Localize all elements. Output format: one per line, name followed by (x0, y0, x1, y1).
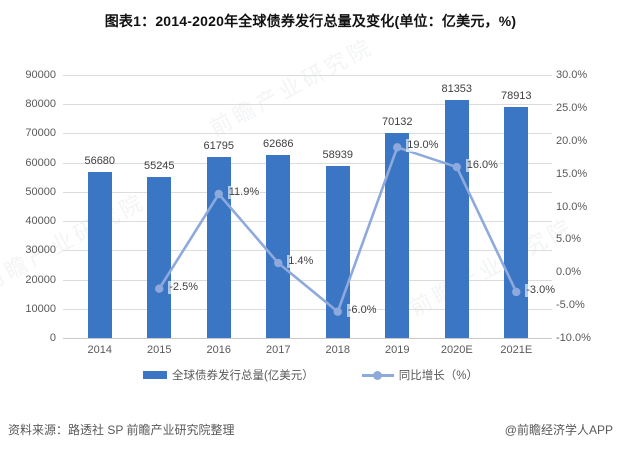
bar-2021E (504, 107, 529, 338)
legend-label-line-series: 同比增长（%） (398, 370, 479, 382)
gridline (63, 221, 552, 223)
bar-value-label: 61795 (203, 140, 235, 153)
bar-value-label: 81353 (441, 83, 473, 96)
bar-value-label: 56680 (84, 155, 116, 168)
x-axis-tick-label: 2021E (500, 344, 533, 356)
gridline (63, 279, 552, 281)
right-axis-tick-label: 25.0% (556, 101, 588, 114)
gridline (63, 133, 552, 135)
bar-2020E (444, 100, 469, 338)
x-axis-tick-label: 2017 (266, 344, 291, 356)
x-axis-tick-label: 2018 (325, 344, 350, 356)
right-axis-tick-label: -5.0% (556, 299, 585, 312)
x-axis-tick-label: 2019 (385, 344, 410, 356)
right-axis-tick-label: 0.0% (556, 266, 582, 279)
gridline (63, 191, 552, 193)
bar-value-label: 62686 (262, 137, 294, 150)
left-axis-tick-label: 90000 (25, 69, 56, 81)
bar-value-label: 78913 (500, 90, 532, 103)
line-value-label: 16.0% (465, 159, 499, 173)
gridline (63, 308, 552, 310)
left-axis-tick-label: 80000 (25, 98, 56, 111)
line-value-label: -2.5% (168, 280, 199, 294)
chart-legend: 全球债券发行总量(亿美元） 同比增长（%） (0, 367, 621, 383)
bar-2014 (87, 172, 112, 338)
right-axis-tick-label: 20.0% (556, 134, 588, 147)
left-axis-tick-label: 20000 (25, 273, 56, 286)
source-text: 资料来源：路透社 SP 前瞻产业研究院整理 (8, 423, 235, 437)
x-axis-tick-label: 2015 (147, 344, 172, 356)
line-value-label: -3.0% (525, 283, 556, 297)
right-axis-tick-label: 10.0% (556, 200, 588, 213)
brand-text: @前瞻经济学人APP (504, 423, 613, 437)
bar-value-label: 55245 (143, 159, 175, 172)
line-value-label: 1.4% (287, 255, 315, 269)
bar-2019 (385, 133, 410, 338)
legend-label-bar-series: 全球债券发行总量(亿美元） (171, 370, 314, 382)
right-axis-tick-label: 15.0% (556, 167, 588, 180)
gridline (63, 75, 552, 76)
line-series-swatch-icon (361, 370, 394, 380)
gridline (63, 338, 552, 339)
left-axis-tick-label: 0 (49, 332, 56, 344)
right-axis-tick-label: 5.0% (556, 233, 582, 246)
x-axis-tick-label: 2020E (440, 344, 473, 356)
right-axis-tick-label: 30.0% (556, 69, 588, 81)
bar-series-swatch-icon (142, 371, 167, 379)
left-axis-tick-label: 30000 (25, 244, 56, 257)
bar-value-label: 70132 (381, 116, 413, 129)
legend-item-bar-series: 全球债券发行总量(亿美元） (142, 367, 314, 383)
line-value-label: -6.0% (346, 303, 378, 317)
left-axis-tick-label: 10000 (25, 302, 56, 315)
left-axis-tick-label: 60000 (25, 156, 56, 169)
bar-2015 (147, 176, 172, 338)
x-axis-tick-label: 2014 (87, 344, 112, 356)
right-axis-tick-label: -10.0% (556, 332, 591, 344)
bar-value-label: 58939 (322, 148, 354, 161)
line-value-label: 19.0% (406, 139, 440, 153)
left-axis-tick-label: 50000 (25, 185, 56, 198)
chart-title: 图表1：2014-2020年全球债券发行总量及变化(单位：亿美元，%) (104, 13, 517, 29)
gridline (63, 104, 552, 106)
left-axis-tick-label: 40000 (25, 215, 56, 228)
x-axis-tick-label: 2016 (206, 344, 231, 356)
bar-2016 (206, 157, 231, 338)
bar-2017 (266, 154, 291, 338)
legend-item-line-series: 同比增长（%） (361, 367, 479, 383)
left-axis-tick-label: 70000 (25, 127, 56, 140)
source-row: 资料来源：路透社 SP 前瞻产业研究院整理 @前瞻经济学人APP (8, 421, 613, 438)
line-value-label: 11.9% (227, 186, 261, 199)
gridline (63, 250, 552, 252)
